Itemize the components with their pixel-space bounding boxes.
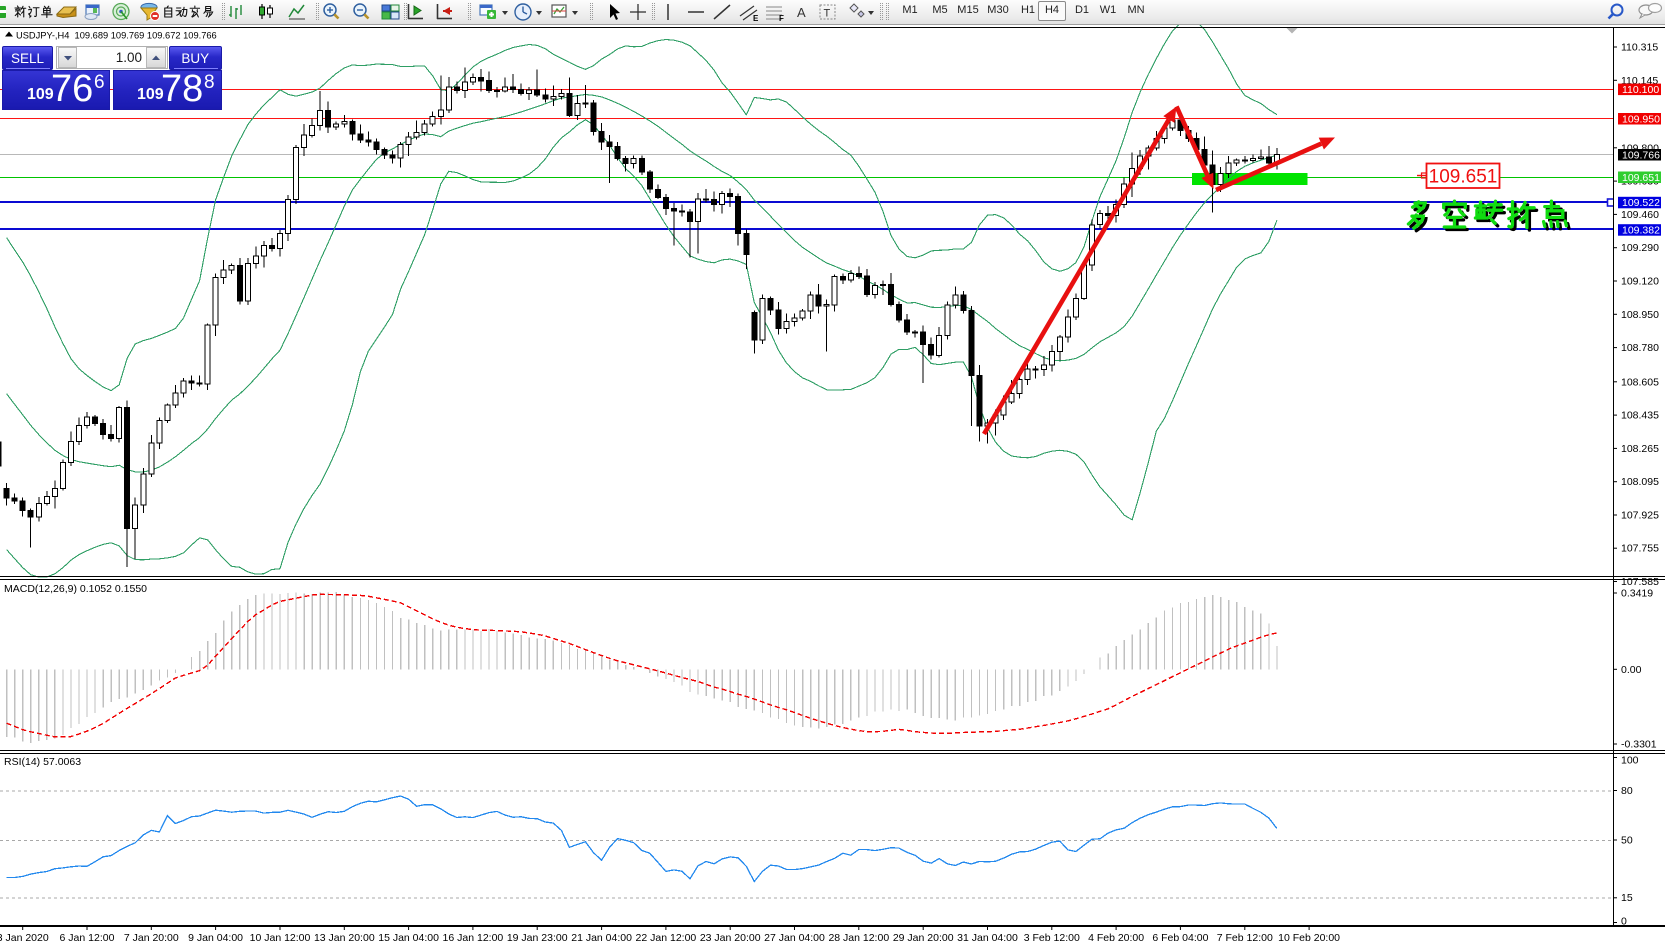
svg-text:23 Jan 20:00: 23 Jan 20:00 <box>700 932 761 944</box>
svg-text:109.382: 109.382 <box>1622 225 1660 237</box>
svg-text:108.950: 108.950 <box>1621 309 1659 321</box>
svg-text:3 Feb 12:00: 3 Feb 12:00 <box>1024 932 1080 944</box>
svg-text:109.522: 109.522 <box>1622 197 1660 209</box>
svg-text:107.925: 107.925 <box>1621 510 1659 522</box>
svg-text:31 Jan 04:00: 31 Jan 04:00 <box>957 932 1018 944</box>
svg-text:109.950: 109.950 <box>1622 113 1660 125</box>
svg-text:108.605: 108.605 <box>1621 376 1659 388</box>
svg-text:15 Jan 04:00: 15 Jan 04:00 <box>378 932 439 944</box>
svg-text:MACD(12,26,9) 0.1052 0.1550: MACD(12,26,9) 0.1052 0.1550 <box>4 583 147 595</box>
svg-text:T: T <box>824 8 831 20</box>
svg-text:109.651: 109.651 <box>1622 172 1660 184</box>
svg-text:0.00: 0.00 <box>1621 664 1642 676</box>
svg-text:108.095: 108.095 <box>1621 476 1659 488</box>
svg-text:3 Jan 2020: 3 Jan 2020 <box>0 932 49 944</box>
svg-text:110.315: 110.315 <box>1621 42 1658 54</box>
svg-text:27 Jan 04:00: 27 Jan 04:00 <box>764 932 825 944</box>
svg-text:108.780: 108.780 <box>1621 342 1659 354</box>
svg-text:E: E <box>753 14 759 23</box>
svg-text:109.766: 109.766 <box>1622 149 1660 161</box>
svg-text:13 Jan 20:00: 13 Jan 20:00 <box>314 932 375 944</box>
svg-text:28 Jan 12:00: 28 Jan 12:00 <box>828 932 889 944</box>
svg-text:109.651: 109.651 <box>1429 167 1498 188</box>
svg-text:107.585: 107.585 <box>1621 576 1659 588</box>
svg-text:USDJPY-,H4 109.689 109.769 10: USDJPY-,H4 109.689 109.769 109.672 109.7… <box>16 31 217 41</box>
svg-text:4 Feb 20:00: 4 Feb 20:00 <box>1088 932 1144 944</box>
svg-text:7 Jan 20:00: 7 Jan 20:00 <box>124 932 179 944</box>
svg-text:9 Jan 04:00: 9 Jan 04:00 <box>188 932 243 944</box>
svg-text:22 Jan 12:00: 22 Jan 12:00 <box>636 932 697 944</box>
svg-text:108.435: 108.435 <box>1621 410 1659 422</box>
svg-text:100: 100 <box>1621 755 1639 767</box>
svg-text:19 Jan 23:00: 19 Jan 23:00 <box>507 932 568 944</box>
svg-text:6 Feb 04:00: 6 Feb 04:00 <box>1152 932 1208 944</box>
svg-text:0.3419: 0.3419 <box>1621 588 1653 600</box>
svg-text:0: 0 <box>1621 916 1627 928</box>
svg-text:10 Jan 12:00: 10 Jan 12:00 <box>250 932 311 944</box>
svg-text:107.755: 107.755 <box>1621 543 1659 555</box>
svg-text:108.265: 108.265 <box>1621 443 1659 455</box>
svg-text:7 Feb 12:00: 7 Feb 12:00 <box>1217 932 1273 944</box>
svg-text:21 Jan 04:00: 21 Jan 04:00 <box>571 932 632 944</box>
svg-text:RSI(14) 57.0063: RSI(14) 57.0063 <box>4 756 81 768</box>
svg-text:-0.3301: -0.3301 <box>1621 739 1657 751</box>
svg-text:109.290: 109.290 <box>1621 242 1659 254</box>
svg-text:6 Jan 12:00: 6 Jan 12:00 <box>60 932 115 944</box>
svg-text:110.100: 110.100 <box>1622 84 1659 96</box>
svg-text:A: A <box>797 5 806 20</box>
svg-text:109.120: 109.120 <box>1621 276 1659 288</box>
svg-text:29 Jan 20:00: 29 Jan 20:00 <box>893 932 954 944</box>
svg-text:109.460: 109.460 <box>1621 209 1659 221</box>
svg-text:15: 15 <box>1621 892 1633 904</box>
svg-text:10 Feb 20:00: 10 Feb 20:00 <box>1278 932 1340 944</box>
svg-text:16 Jan 12:00: 16 Jan 12:00 <box>443 932 504 944</box>
svg-text:F: F <box>779 14 784 23</box>
svg-text:50: 50 <box>1621 835 1633 847</box>
svg-text:80: 80 <box>1621 785 1633 797</box>
